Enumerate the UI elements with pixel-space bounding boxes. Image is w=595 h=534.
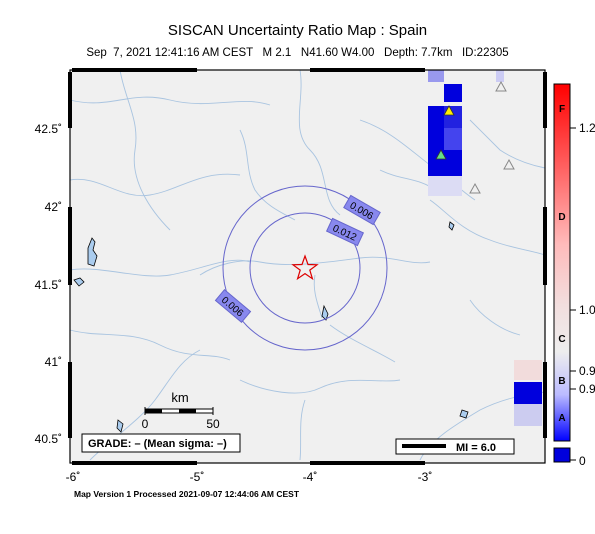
river-network bbox=[69, 69, 546, 461]
lat-label: 40.5˚ bbox=[35, 432, 62, 446]
colorbar-value: 0.9 bbox=[579, 382, 595, 396]
uncertainty-cells-lower bbox=[514, 360, 542, 426]
contour-inner bbox=[249, 212, 361, 324]
epicenter-star-icon bbox=[291, 254, 319, 281]
scale-label: 50 bbox=[206, 417, 220, 431]
colorbar-value: 1.2 bbox=[579, 121, 595, 135]
colorbar-letter: C bbox=[558, 334, 565, 345]
colorbar-letter: A bbox=[558, 413, 565, 424]
grade-label: GRADE: – (Mean sigma: –) bbox=[88, 438, 227, 450]
grade-box: GRADE: – (Mean sigma: –) bbox=[81, 433, 241, 453]
lat-label: 42˚ bbox=[45, 200, 62, 214]
colorbar-value: 0 bbox=[579, 454, 586, 468]
lon-label: -5˚ bbox=[190, 470, 205, 484]
lat-label: 42.5˚ bbox=[35, 122, 62, 136]
station-triangle-icon bbox=[495, 80, 507, 92]
colorbar: F D C B A 1.2 1.0 0.9 0.9 0 bbox=[553, 83, 595, 468]
frame-ticks bbox=[68, 68, 547, 465]
colorbar-value: 0.9 bbox=[579, 364, 595, 378]
colorbar-zero-swatch bbox=[553, 447, 571, 463]
event-info: Sep 7, 2021 12:41:16 AM CEST M 2.1 N41.6… bbox=[86, 47, 509, 59]
latitude-labels: 42.5˚ 42˚ 41.5˚ 41˚ 40.5˚ bbox=[35, 122, 62, 446]
lon-label: -4˚ bbox=[303, 470, 318, 484]
station-triangle-icon bbox=[503, 158, 515, 170]
station-triangle-icon bbox=[435, 149, 447, 160]
scale-unit: km bbox=[171, 390, 188, 405]
mi-label: MI = 6.0 bbox=[456, 442, 496, 454]
colorbar-value: 1.0 bbox=[579, 303, 595, 317]
colorbar-letter: B bbox=[558, 376, 565, 387]
map-title: SISCAN Uncertainty Ratio Map : Spain bbox=[167, 22, 428, 39]
longitude-labels: -6˚ -5˚ -4˚ -3˚ bbox=[66, 470, 433, 484]
version-footer: Map Version 1 Processed 2021-09-07 12:44… bbox=[74, 489, 300, 499]
station-triangle-icon bbox=[469, 182, 481, 194]
station-triangle-icon bbox=[443, 105, 455, 116]
colorbar-letter: D bbox=[558, 212, 565, 223]
lon-label: -3˚ bbox=[418, 470, 433, 484]
lat-label: 41.5˚ bbox=[35, 278, 62, 292]
mi-legend: MI = 6.0 bbox=[395, 438, 515, 455]
contour-outer bbox=[222, 185, 388, 351]
scale-bar: km 0 50 bbox=[142, 390, 220, 431]
lakes bbox=[73, 221, 469, 433]
colorbar-letter: F bbox=[559, 104, 565, 115]
lon-label: -6˚ bbox=[66, 470, 81, 484]
scale-label: 0 bbox=[142, 417, 149, 431]
map-land bbox=[70, 70, 545, 463]
station-markers bbox=[435, 80, 515, 194]
lat-label: 41˚ bbox=[45, 355, 62, 369]
contour-lines bbox=[222, 185, 388, 351]
